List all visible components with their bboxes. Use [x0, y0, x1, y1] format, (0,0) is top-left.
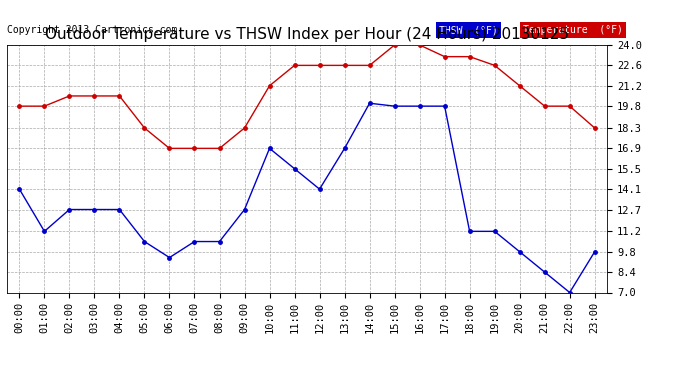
Title: Outdoor Temperature vs THSW Index per Hour (24 Hours) 20130125: Outdoor Temperature vs THSW Index per Ho… — [45, 27, 569, 42]
Text: Temperature  (°F): Temperature (°F) — [523, 25, 623, 35]
Text: THSW  (°F): THSW (°F) — [439, 25, 498, 35]
Text: Copyright 2013 Cartronics.com: Copyright 2013 Cartronics.com — [7, 25, 177, 35]
